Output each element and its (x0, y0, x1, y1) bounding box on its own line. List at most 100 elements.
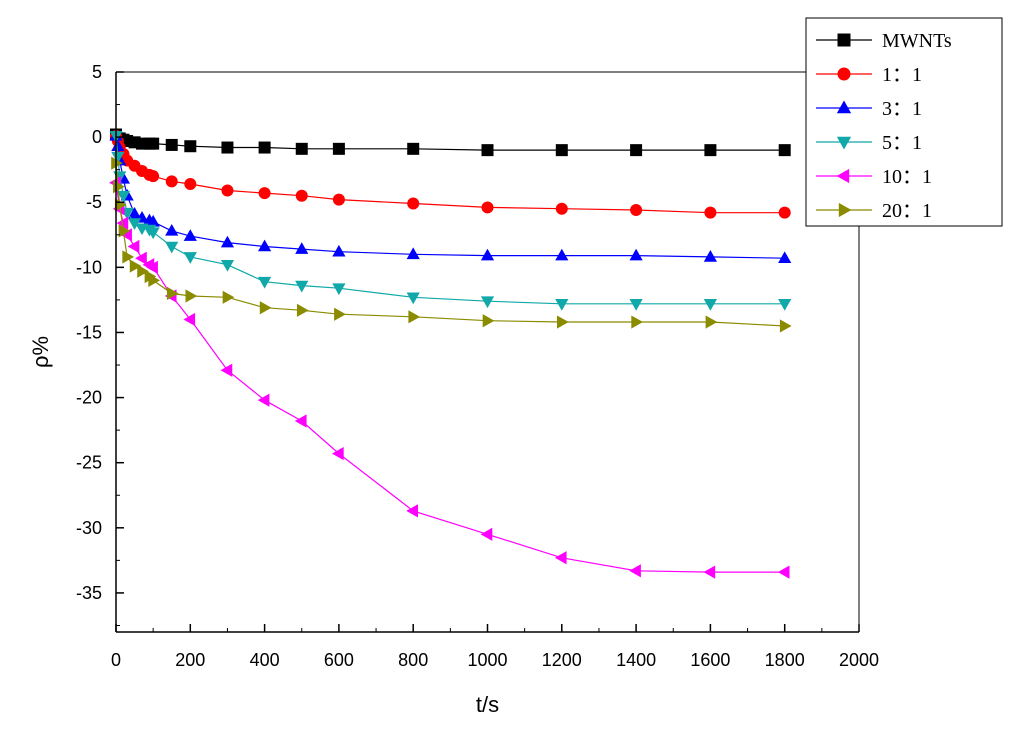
legend-box (805, 17, 1003, 227)
data-point (146, 214, 160, 227)
data-point (482, 314, 495, 328)
data-point (629, 248, 643, 261)
data-point (116, 190, 131, 203)
data-point (554, 551, 567, 565)
data-point (408, 310, 421, 324)
data-point (704, 206, 717, 219)
data-point (184, 140, 197, 153)
legend-marker (836, 100, 852, 114)
data-point (629, 299, 643, 311)
data-point (481, 201, 494, 214)
x-tick-label: 0 (111, 650, 121, 670)
data-point (481, 144, 494, 157)
x-tick-label: 800 (398, 650, 428, 670)
legend-marker (837, 33, 851, 47)
x-tick-label: 1000 (467, 650, 507, 670)
x-tick-label: 1400 (616, 650, 656, 670)
data-point (127, 239, 140, 254)
y-tick-label: -25 (76, 453, 102, 473)
data-point (332, 244, 346, 257)
data-point (147, 170, 160, 183)
data-point (111, 156, 123, 170)
data-point (555, 144, 568, 157)
data-point (111, 151, 125, 164)
series-1 (110, 128, 791, 157)
y-tick-label: -30 (76, 518, 102, 538)
data-point (296, 303, 309, 317)
legend-marker (837, 67, 851, 81)
data-point (704, 144, 717, 157)
x-tick-label: 200 (175, 650, 205, 670)
data-point (295, 189, 308, 202)
data-point (332, 283, 346, 296)
legend-entry: MWNTs (816, 30, 952, 52)
data-point (148, 273, 161, 287)
data-point (630, 204, 643, 217)
data-point (703, 565, 716, 579)
data-point (184, 178, 197, 190)
data-point (777, 565, 790, 579)
data-point (183, 312, 196, 327)
data-point (294, 414, 307, 428)
legend-entry: 5：1 (816, 132, 922, 154)
legend-entry: 10：1 (816, 166, 932, 188)
legend-marker (838, 202, 852, 218)
x-axis-title: t/s (476, 692, 499, 717)
data-point (185, 289, 198, 303)
y-tick-label: 5 (92, 62, 102, 82)
data-point (334, 307, 346, 321)
legend-entry: 20：1 (816, 200, 932, 222)
data-point (147, 137, 160, 150)
data-point (778, 251, 792, 264)
data-point (259, 301, 272, 315)
data-point (137, 264, 149, 278)
data-point (257, 393, 270, 407)
data-point (135, 251, 147, 265)
data-point (703, 299, 717, 311)
series-6 (111, 156, 792, 333)
data-point (295, 242, 309, 254)
legend-marker (836, 136, 852, 150)
series-4 (109, 131, 792, 311)
data-point (631, 315, 643, 329)
data-point (332, 142, 345, 155)
data-point (222, 290, 235, 304)
series-line (115, 163, 785, 327)
data-point (165, 241, 179, 254)
data-point (778, 144, 791, 157)
data-point (220, 363, 233, 377)
ticks-layer: 0 200 400 600 800 1000 1200 1400 1600 1800 2000 5 0 -… (76, 62, 879, 670)
data-point (295, 142, 308, 155)
y-tick-label: -20 (76, 388, 102, 408)
data-point (122, 250, 135, 264)
data-point (407, 197, 420, 210)
data-point (406, 504, 418, 518)
data-point (258, 276, 272, 289)
series-line (115, 134, 785, 151)
legend-marker (836, 168, 850, 184)
series-layer (109, 128, 792, 579)
data-point (258, 141, 271, 154)
data-point (127, 207, 142, 219)
data-point (146, 260, 158, 274)
data-point (183, 229, 197, 241)
series-line (115, 135, 785, 259)
data-point (705, 315, 718, 329)
x-tick-label: 2000 (839, 650, 879, 670)
data-point (165, 138, 178, 151)
data-point (406, 292, 420, 305)
data-point (332, 193, 345, 206)
x-tick-label: 1600 (690, 650, 730, 670)
data-point (778, 206, 791, 219)
x-tick-label: 400 (250, 650, 280, 670)
legend-label: 20：1 (882, 200, 932, 222)
data-point (258, 239, 272, 252)
series-5 (109, 176, 790, 579)
y-tick-label: 0 (92, 127, 102, 147)
data-point (220, 235, 235, 248)
data-point (332, 446, 344, 461)
data-point (555, 299, 569, 311)
data-point (221, 141, 234, 154)
legend: MWNTs 1：1 3：1 5：1 10：1 20：1 (805, 17, 1003, 227)
